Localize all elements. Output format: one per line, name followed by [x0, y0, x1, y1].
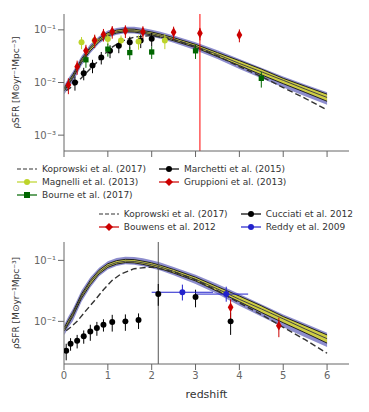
html-text:Cucciati et al. 2012: Cucciati et al. 2012 — [265, 208, 353, 219]
svg-text:4: 4 — [236, 370, 242, 381]
html-text:Bouwens et al. 2012: Bouwens et al. 2012 — [123, 221, 216, 232]
svg-text:10⁻²: 10⁻² — [34, 316, 56, 327]
svg-text:3: 3 — [192, 370, 198, 381]
svg-text:10⁻²: 10⁻² — [34, 77, 56, 88]
html-text:Koprowski et al. (2017): Koprowski et al. (2017) — [42, 163, 146, 174]
svg-text:2: 2 — [149, 370, 155, 381]
svg-text:0: 0 — [61, 370, 67, 381]
svg-text:ρSFR [M⊙yr⁻¹Mpc⁻³]: ρSFR [M⊙yr⁻¹Mpc⁻³] — [11, 257, 21, 349]
html-text:Bourne et al. (2017): Bourne et al. (2017) — [42, 189, 133, 200]
svg-text:redshift: redshift — [186, 388, 228, 400]
html-text:Reddy et al. 2009: Reddy et al. 2009 — [265, 221, 346, 232]
svg-text:10⁻¹: 10⁻¹ — [34, 24, 56, 35]
html-text:Koprowski et al. (2017): Koprowski et al. (2017) — [123, 208, 228, 219]
svg-text:6: 6 — [324, 370, 330, 381]
svg-text:5: 5 — [280, 370, 286, 381]
svg-text:1: 1 — [105, 370, 111, 381]
svg-text:10⁻³: 10⁻³ — [34, 130, 56, 141]
svg-text:ρSFR [M⊙yr⁻¹Mpc⁻³]: ρSFR [M⊙yr⁻¹Mpc⁻³] — [11, 36, 21, 128]
html-text:Marchetti et al. (2015): Marchetti et al. (2015) — [183, 163, 285, 174]
html-text:Magnelli et al. (2013): Magnelli et al. (2013) — [42, 176, 139, 187]
html-text:Gruppioni et al. (2013): Gruppioni et al. (2013) — [183, 176, 287, 187]
svg-text:10⁻¹: 10⁻¹ — [34, 255, 56, 266]
